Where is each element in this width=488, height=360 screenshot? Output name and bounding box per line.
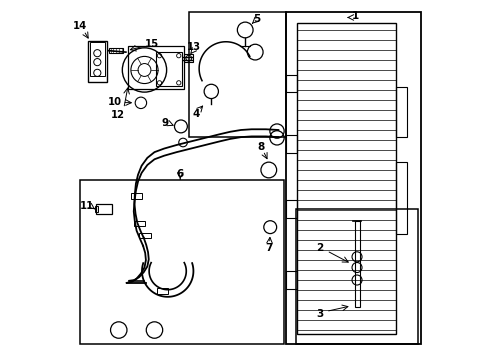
Bar <box>189 12 285 137</box>
Bar <box>285 12 421 344</box>
Bar <box>296 208 417 344</box>
Bar <box>285 135 296 153</box>
Bar <box>184 54 192 62</box>
Bar <box>80 180 283 344</box>
Bar <box>95 206 98 212</box>
Bar <box>296 23 395 334</box>
Bar <box>354 221 359 307</box>
Text: 5: 5 <box>253 14 260 24</box>
Bar <box>139 233 151 238</box>
Text: 1: 1 <box>351 11 358 21</box>
Text: 3: 3 <box>316 309 323 319</box>
Bar <box>285 75 296 93</box>
Text: 10: 10 <box>108 97 122 107</box>
Bar <box>156 288 168 294</box>
Text: 4: 4 <box>192 109 200 119</box>
Bar <box>134 221 145 226</box>
Text: 8: 8 <box>256 142 264 152</box>
Bar <box>90 42 105 76</box>
Text: 14: 14 <box>72 21 86 31</box>
Bar <box>128 46 183 89</box>
Text: 15: 15 <box>144 39 159 49</box>
Bar <box>395 162 406 234</box>
Text: 9: 9 <box>162 118 168 128</box>
Text: 2: 2 <box>316 243 323 253</box>
Bar <box>109 48 123 53</box>
Text: 6: 6 <box>176 168 183 179</box>
Bar <box>156 52 182 86</box>
Bar <box>88 41 107 82</box>
Text: 13: 13 <box>186 42 201 52</box>
Bar <box>285 271 296 289</box>
Bar <box>96 204 112 214</box>
Bar <box>395 87 406 137</box>
Text: 12: 12 <box>110 110 124 120</box>
Text: 11: 11 <box>80 201 94 211</box>
Bar <box>285 200 296 217</box>
Bar <box>131 193 142 199</box>
Text: 7: 7 <box>264 243 272 253</box>
